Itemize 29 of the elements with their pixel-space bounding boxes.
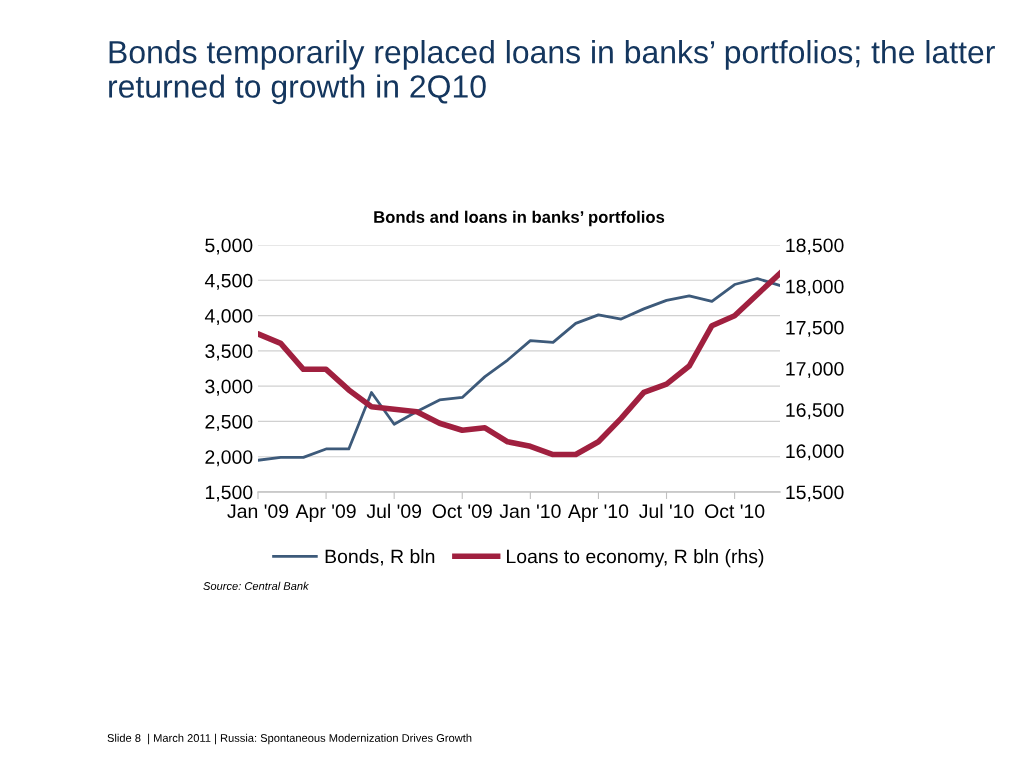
y-tick-label: 5,000	[205, 238, 253, 255]
x-tick-label: Jul '09	[366, 503, 422, 519]
text: Slide 8 | March 2011 | Russia: Spontaneous Modernization Drives Growth	[107, 733, 472, 745]
x-tick-label: Jan '10	[499, 504, 561, 519]
y2-tick-label: 18,000	[786, 279, 844, 296]
y2-tick-label: 15,500	[786, 485, 844, 502]
x-tick-label: Oct '10	[705, 504, 765, 519]
y-tick-label: 4,000	[204, 309, 253, 326]
x-tick-label: Jul '10	[639, 503, 694, 519]
y-tick-label: 3,000	[205, 379, 253, 396]
y-tick-label: 2,000	[205, 450, 253, 467]
legend-label: Bonds, R bln	[325, 549, 435, 566]
y2-tick-label: 17,000	[786, 361, 844, 379]
chart-title: Bonds temporarily replaced loans in banks’ portfolios; the latter returned to growth in 2Q10	[109, 40, 995, 105]
x-tick-label: Oct '09	[432, 504, 492, 519]
y2-tick-label: 18,500	[786, 238, 844, 255]
y-tick-label: 2,500	[205, 414, 253, 431]
legend-label: Loans to economy, R bln (rhs)	[507, 549, 764, 568]
x-tick-label: Apr '09	[295, 504, 356, 522]
x-tick-label: Jan '09	[227, 504, 289, 519]
y2-tick-label: 16,000	[786, 444, 844, 461]
chart-subtitle: Bonds and loans in banks’ portfolios	[374, 210, 665, 227]
source-note: Source: Central Bank	[203, 581, 310, 590]
y-tick-label: 1,500	[205, 485, 253, 502]
y-tick-label: 3,500	[205, 344, 253, 361]
y-tick-label: 4,500	[204, 273, 253, 290]
x-tick-label: Apr '10	[567, 504, 629, 522]
y2-tick-label: 16,500	[786, 403, 844, 420]
y2-tick-label: 17,500	[786, 320, 844, 337]
